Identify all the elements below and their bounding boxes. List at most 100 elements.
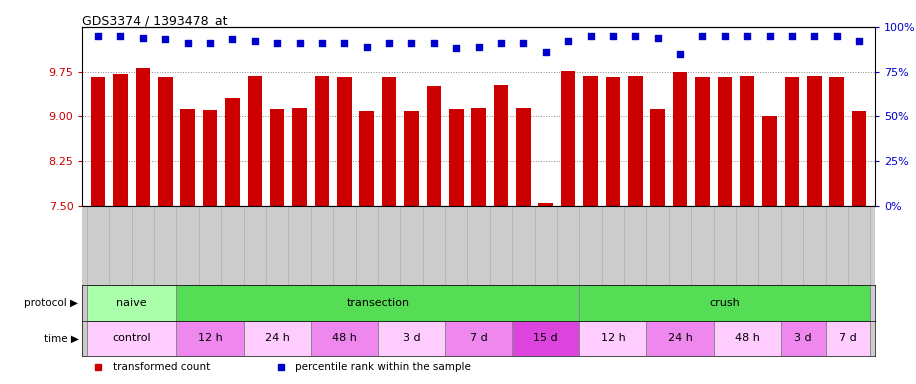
Bar xyxy=(315,76,329,205)
Bar xyxy=(583,76,598,205)
Text: 7 d: 7 d xyxy=(839,333,856,343)
Point xyxy=(337,40,352,46)
Text: transection: transection xyxy=(346,298,409,308)
Point xyxy=(762,33,777,39)
Text: 7 d: 7 d xyxy=(470,333,487,343)
Bar xyxy=(780,321,825,356)
Bar xyxy=(337,78,352,205)
Bar xyxy=(91,78,105,205)
Point xyxy=(605,33,620,39)
Bar xyxy=(244,321,311,356)
Point xyxy=(382,40,397,46)
Bar xyxy=(714,321,780,356)
Point xyxy=(628,33,643,39)
Point xyxy=(427,40,442,46)
Text: crush: crush xyxy=(710,298,740,308)
Point xyxy=(180,40,195,46)
Point xyxy=(270,40,285,46)
Text: control: control xyxy=(113,333,151,343)
Text: 3 d: 3 d xyxy=(403,333,420,343)
Point xyxy=(717,33,732,39)
Point xyxy=(807,33,822,39)
Bar xyxy=(136,68,150,205)
Bar xyxy=(225,98,240,205)
Bar xyxy=(177,285,579,321)
Point xyxy=(785,33,800,39)
Bar xyxy=(605,77,620,205)
Bar xyxy=(695,78,710,205)
Bar xyxy=(382,78,397,205)
Bar xyxy=(202,110,217,205)
Bar xyxy=(247,76,262,205)
Text: GDS3374 / 1393478_at: GDS3374 / 1393478_at xyxy=(82,14,228,27)
Text: naive: naive xyxy=(116,298,147,308)
Point xyxy=(740,33,755,39)
Point xyxy=(158,36,172,43)
Bar xyxy=(87,285,177,321)
Point xyxy=(202,40,217,46)
Bar xyxy=(539,202,553,205)
Bar xyxy=(404,111,419,205)
Bar xyxy=(292,108,307,205)
Text: time ▶: time ▶ xyxy=(44,333,79,343)
Point xyxy=(247,38,262,44)
Bar xyxy=(449,109,463,205)
Text: 12 h: 12 h xyxy=(198,333,223,343)
Bar xyxy=(785,77,800,205)
Point xyxy=(516,40,530,46)
Bar xyxy=(516,108,530,205)
Text: 48 h: 48 h xyxy=(735,333,759,343)
Bar xyxy=(647,321,714,356)
Point xyxy=(471,43,485,50)
Point xyxy=(114,33,128,39)
Bar xyxy=(561,71,575,205)
Point xyxy=(292,40,307,46)
Text: 12 h: 12 h xyxy=(601,333,626,343)
Point xyxy=(852,38,867,44)
Bar xyxy=(807,76,822,205)
Text: 24 h: 24 h xyxy=(668,333,692,343)
Bar xyxy=(270,109,285,205)
Point xyxy=(449,45,463,51)
Bar xyxy=(852,111,867,205)
Point xyxy=(404,40,419,46)
Point xyxy=(695,33,710,39)
Bar xyxy=(359,111,374,205)
Bar xyxy=(114,74,127,205)
Bar xyxy=(825,321,870,356)
Bar xyxy=(717,78,732,205)
Text: protocol ▶: protocol ▶ xyxy=(25,298,79,308)
Bar xyxy=(177,321,244,356)
Text: percentile rank within the sample: percentile rank within the sample xyxy=(295,362,471,372)
Bar xyxy=(512,321,579,356)
Point xyxy=(561,38,575,44)
Point xyxy=(672,51,687,57)
Bar xyxy=(445,321,512,356)
Point xyxy=(359,43,374,50)
Text: transformed count: transformed count xyxy=(113,362,210,372)
Bar xyxy=(762,116,777,205)
Bar xyxy=(378,321,445,356)
Bar xyxy=(158,78,172,205)
Bar xyxy=(494,84,508,205)
Bar xyxy=(180,109,195,205)
Text: 15 d: 15 d xyxy=(533,333,558,343)
Bar xyxy=(579,285,870,321)
Point xyxy=(136,35,150,41)
Bar xyxy=(672,71,687,205)
Text: 24 h: 24 h xyxy=(265,333,289,343)
Bar xyxy=(579,321,647,356)
Point xyxy=(314,40,329,46)
Text: 3 d: 3 d xyxy=(794,333,812,343)
Point xyxy=(91,33,105,39)
Bar xyxy=(628,76,642,205)
Bar xyxy=(830,78,844,205)
Point xyxy=(225,36,240,43)
Text: 48 h: 48 h xyxy=(332,333,356,343)
Bar xyxy=(311,321,378,356)
Bar xyxy=(472,108,485,205)
Bar xyxy=(87,321,177,356)
Bar xyxy=(427,86,442,205)
Point xyxy=(539,49,553,55)
Point xyxy=(650,35,665,41)
